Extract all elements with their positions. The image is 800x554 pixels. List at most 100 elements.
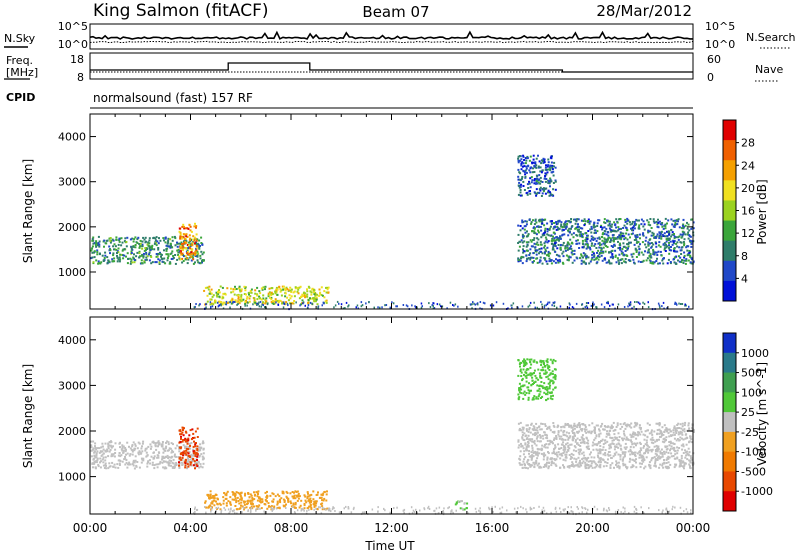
data-cell bbox=[303, 509, 305, 512]
data-cell bbox=[219, 503, 222, 506]
data-cell bbox=[594, 462, 597, 465]
data-cell bbox=[100, 261, 103, 264]
data-cell bbox=[604, 452, 607, 454]
data-cell bbox=[545, 238, 548, 241]
data-cell bbox=[109, 252, 111, 255]
data-cell bbox=[188, 239, 191, 242]
data-cell bbox=[556, 424, 559, 427]
data-cell bbox=[673, 235, 676, 238]
data-cell bbox=[539, 225, 542, 228]
data-cell bbox=[584, 457, 587, 460]
data-cell bbox=[223, 301, 226, 304]
data-cell bbox=[580, 262, 583, 265]
data-cell bbox=[256, 495, 259, 498]
data-cell bbox=[256, 286, 259, 289]
data-cell bbox=[274, 495, 277, 498]
data-cell bbox=[535, 422, 538, 425]
data-cell bbox=[678, 302, 680, 305]
data-cell bbox=[187, 448, 190, 451]
data-cell bbox=[557, 244, 560, 246]
data-cell bbox=[679, 430, 682, 433]
data-cell bbox=[646, 449, 649, 452]
data-cell bbox=[567, 444, 570, 447]
data-cell bbox=[535, 166, 538, 169]
data-cell bbox=[124, 450, 127, 453]
data-cell bbox=[286, 296, 289, 299]
data-cell bbox=[611, 253, 614, 256]
data-cell bbox=[610, 225, 613, 228]
data-cell bbox=[258, 305, 261, 308]
data-cell bbox=[682, 226, 685, 229]
data-cell bbox=[655, 242, 658, 245]
data-cell bbox=[688, 427, 691, 430]
data-cell bbox=[522, 361, 525, 364]
data-cell bbox=[633, 425, 636, 428]
data-cell bbox=[650, 450, 653, 453]
data-cell bbox=[526, 443, 529, 446]
data-cell bbox=[628, 302, 631, 305]
data-cell bbox=[615, 261, 618, 264]
data-cell bbox=[636, 241, 639, 244]
data-cell bbox=[612, 421, 615, 424]
data-cell bbox=[624, 507, 626, 510]
data-cell bbox=[677, 431, 680, 434]
data-cell bbox=[229, 502, 232, 505]
data-cell bbox=[238, 502, 241, 505]
data-cell bbox=[170, 464, 173, 467]
data-cell bbox=[113, 248, 115, 251]
data-cell bbox=[540, 195, 543, 197]
data-cell bbox=[676, 424, 679, 426]
data-cell bbox=[681, 437, 683, 440]
data-cell bbox=[285, 503, 287, 506]
data-cell bbox=[519, 240, 522, 243]
data-cell bbox=[634, 443, 637, 445]
data-cell bbox=[518, 429, 521, 432]
data-cell bbox=[665, 246, 668, 249]
data-cell bbox=[118, 240, 121, 243]
data-cell bbox=[106, 448, 109, 451]
data-cell bbox=[256, 302, 258, 305]
data-cell bbox=[566, 465, 569, 468]
data-cell bbox=[167, 443, 170, 446]
data-cell bbox=[194, 430, 197, 433]
data-cell bbox=[194, 250, 197, 253]
data-cell bbox=[190, 442, 193, 444]
data-cell bbox=[660, 230, 663, 233]
data-cell bbox=[141, 243, 144, 246]
data-cell bbox=[551, 398, 554, 401]
data-cell bbox=[195, 251, 197, 254]
data-cell bbox=[680, 303, 682, 305]
data-cell bbox=[612, 439, 615, 442]
data-cell bbox=[578, 422, 581, 424]
data-cell bbox=[234, 285, 236, 288]
data-cell bbox=[659, 306, 661, 309]
data-cell bbox=[530, 240, 533, 243]
data-cell bbox=[544, 192, 547, 195]
data-cell bbox=[661, 225, 664, 228]
data-cell bbox=[151, 463, 154, 466]
data-cell bbox=[536, 191, 539, 194]
data-cell bbox=[623, 432, 626, 435]
data-cell bbox=[564, 434, 567, 437]
data-cell bbox=[132, 461, 135, 464]
data-cell bbox=[574, 439, 577, 442]
data-cell bbox=[443, 507, 445, 510]
data-cell bbox=[576, 506, 578, 508]
data-cell bbox=[540, 247, 543, 250]
data-cell bbox=[635, 458, 637, 461]
data-cell bbox=[287, 497, 290, 500]
data-cell bbox=[174, 447, 177, 450]
data-cell bbox=[257, 302, 260, 305]
data-cell bbox=[608, 261, 611, 264]
data-cell bbox=[289, 500, 292, 503]
data-cell bbox=[195, 461, 198, 464]
data-cell bbox=[236, 496, 239, 499]
data-cell bbox=[415, 306, 417, 309]
data-cell bbox=[533, 171, 536, 173]
data-cell bbox=[602, 509, 605, 512]
data-cell bbox=[619, 242, 621, 245]
data-cell bbox=[629, 303, 632, 306]
data-cell bbox=[571, 250, 574, 252]
date-title: 28/Mar/2012 bbox=[596, 2, 692, 20]
data-cell bbox=[539, 250, 542, 253]
